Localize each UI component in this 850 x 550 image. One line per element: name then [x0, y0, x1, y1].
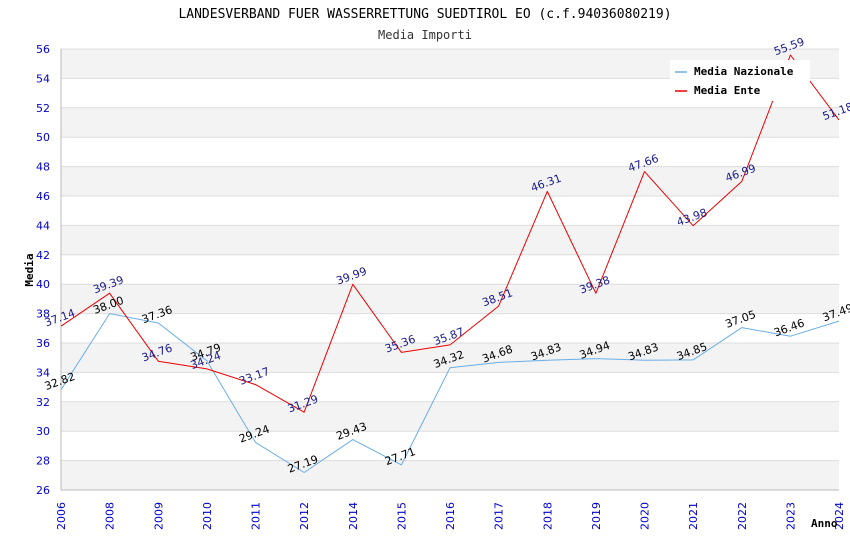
chart-title: LANDESVERBAND FUER WASSERRETTUNG SUEDTIR… — [178, 7, 671, 22]
x-tick-label: 2019 — [590, 502, 603, 530]
grid-band — [61, 196, 839, 226]
chart-subtitle: Media Importi — [378, 28, 472, 42]
grid-bands — [61, 49, 839, 490]
y-tick-label: 26 — [36, 484, 50, 497]
x-tick-label: 2017 — [493, 502, 506, 530]
y-tick-label: 36 — [36, 337, 50, 350]
x-tick-label: 2012 — [298, 502, 311, 530]
x-tick-label: 2008 — [104, 502, 117, 530]
y-axis-title: Media — [23, 253, 36, 286]
grid-band — [61, 284, 839, 314]
series-line-media-ente — [60, 54, 840, 413]
y-tick-label: 32 — [36, 396, 50, 409]
y-tick-label: 54 — [36, 72, 50, 85]
grid-band — [61, 225, 839, 255]
y-tick-label: 40 — [36, 278, 50, 291]
legend-box — [670, 60, 810, 101]
grid-band — [61, 460, 839, 490]
x-tick-label: 2015 — [395, 502, 408, 530]
y-tick-label: 46 — [36, 190, 50, 203]
y-tick-label: 44 — [36, 219, 50, 232]
x-tick-label: 2016 — [444, 502, 457, 530]
y-tick-label: 56 — [36, 43, 50, 56]
y-tick-label: 30 — [36, 425, 50, 438]
grid-band — [61, 137, 839, 167]
x-tick-label: 2018 — [541, 502, 554, 530]
x-tick-label: 2020 — [639, 502, 652, 530]
grid-band — [61, 254, 839, 285]
x-tick-label: 2021 — [687, 502, 700, 530]
series-lines — [60, 54, 840, 473]
grid-band — [61, 166, 839, 196]
x-tick-label: 2006 — [55, 502, 68, 530]
legend-label-media-ente: Media Ente — [694, 84, 761, 97]
axes — [60, 49, 839, 491]
y-tick-label: 38 — [36, 308, 50, 321]
y-tick-label: 52 — [36, 102, 50, 115]
series-line-media-nazionale — [60, 313, 840, 473]
x-axis-title: Anno — [811, 517, 838, 530]
x-tick-label: 2024 — [833, 502, 846, 530]
x-tick-label: 2014 — [347, 502, 360, 530]
x-tick-label: 2011 — [250, 502, 263, 530]
y-tick-label: 42 — [36, 249, 50, 262]
x-tick-label: 2009 — [152, 502, 165, 530]
x-tick-label: 2023 — [784, 502, 797, 530]
y-tick-label: 48 — [36, 161, 50, 174]
x-tick-label: 2010 — [201, 502, 214, 530]
y-tick-label: 28 — [36, 455, 50, 468]
legend: Media Nazionale Media Ente — [670, 60, 810, 101]
x-tick-labels: 2006 2008 2009 2010 2011 2012 2014 2015 2016 2017… — [55, 502, 846, 530]
x-tick-label: 2022 — [736, 502, 749, 530]
y-tick-label: 34 — [36, 366, 50, 379]
grid-band — [61, 401, 839, 432]
legend-label-media-nazionale: Media Nazionale — [694, 65, 794, 78]
grid-band — [61, 431, 839, 461]
grid-band — [61, 313, 839, 343]
grid-band — [61, 107, 839, 138]
y-tick-labels: 26 28 30 32 34 36 38 40 42 44 46 48 50 52 54 56 — [36, 43, 50, 497]
grid-band — [61, 372, 839, 402]
y-tick-label: 50 — [36, 131, 50, 144]
